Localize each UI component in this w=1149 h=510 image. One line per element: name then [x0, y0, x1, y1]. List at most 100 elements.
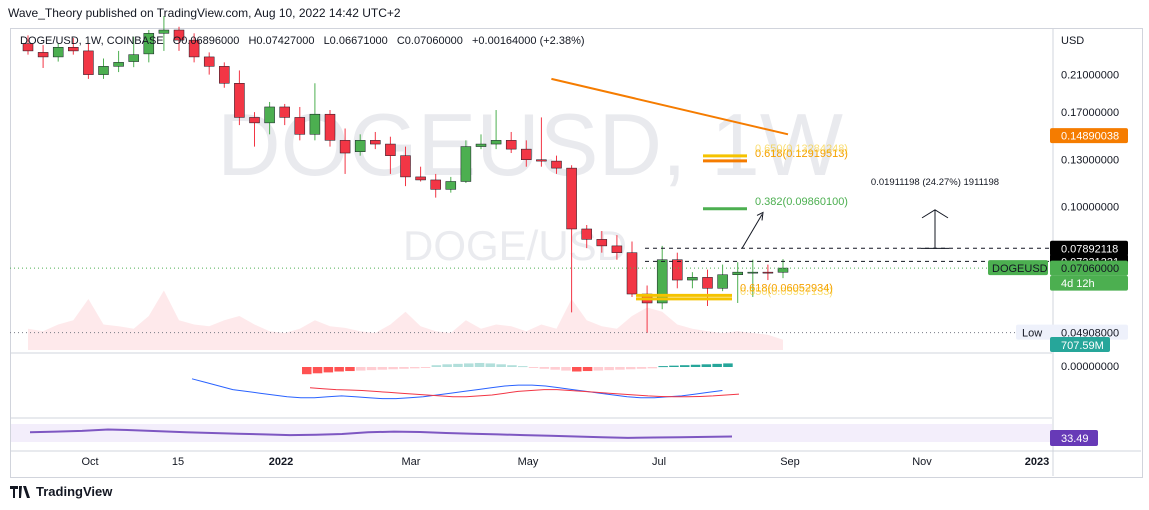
tradingview-logo-icon: [10, 485, 30, 498]
low-tag-value: 0.04908000: [1061, 328, 1119, 340]
candle-body: [672, 259, 683, 281]
candle-body: [203, 56, 215, 67]
brand-name: TradingView: [36, 484, 113, 499]
watermark-small: DOGE/USD: [403, 222, 627, 269]
macd-histogram-bar: [528, 367, 539, 368]
candle-body: [294, 117, 306, 135]
candle-body: [521, 148, 532, 160]
macd-histogram-bar: [658, 366, 668, 368]
macd-line: [191, 378, 723, 400]
symbol-tag: DOGEUSD: [992, 263, 1048, 275]
candle-body: [747, 271, 759, 274]
candle-body: [188, 39, 200, 58]
macd-histogram-bar: [690, 364, 701, 367]
candle-body: [566, 167, 577, 230]
candle-body: [687, 277, 698, 281]
candle-body: [777, 267, 789, 273]
candle-body: [445, 181, 457, 190]
candle-body: [762, 271, 774, 274]
macd-histogram-bar: [312, 367, 323, 374]
candle-body: [400, 155, 411, 178]
candle-body: [581, 228, 592, 240]
price-tag-bg: [1050, 240, 1128, 256]
rsi-tag-bg: [1050, 430, 1098, 446]
candle-body: [626, 252, 638, 295]
legend-open: O0.06896000: [172, 35, 240, 47]
ohlc-legend: DOGE/USD, 1W, COINBASE O0.06896000 H0.07…: [20, 35, 591, 47]
macd-histogram-bar: [507, 365, 517, 367]
macd-histogram-bar: [615, 367, 625, 370]
candle-body: [505, 140, 517, 150]
watermark-big: DOGEUSD, 1W: [217, 95, 843, 194]
price-tag-text: 0.07060000: [1061, 263, 1119, 275]
macd-histogram-bar: [345, 367, 355, 372]
candle-body: [173, 29, 185, 41]
chart-frame: [10, 28, 1143, 478]
candle-body: [354, 140, 366, 152]
macd-histogram-bar: [518, 366, 528, 368]
candle-body: [717, 274, 728, 289]
candle-body: [22, 43, 34, 52]
candle-body: [339, 140, 351, 154]
y-tick-label: 0.17000000: [1061, 107, 1119, 119]
macd-histogram-bar: [701, 364, 712, 367]
macd-histogram-bar: [431, 365, 442, 367]
macd-histogram-bar: [723, 363, 733, 367]
macd-histogram-bar: [636, 367, 647, 369]
price-tag-text: 0.14890038: [1061, 131, 1119, 143]
legend-high: H0.07427000: [248, 35, 315, 47]
macd-histogram-bar: [604, 367, 614, 371]
x-tick-label: Jul: [652, 456, 666, 468]
macd-histogram-bar: [356, 367, 366, 371]
legend-symbol: DOGE/USD, 1W, COINBASE: [20, 35, 164, 47]
macd-histogram-bar: [539, 367, 550, 369]
macd-histogram-bar: [388, 367, 398, 370]
y-tick-label: 0.10000000: [1061, 201, 1119, 213]
macd-histogram-bar: [420, 367, 431, 368]
candle-body: [596, 239, 608, 247]
fib-level-label: 0.650(0.05937133): [740, 286, 833, 298]
y-tick-label: 0.13000000: [1061, 155, 1119, 167]
macd-histogram-bar: [593, 367, 604, 371]
x-tick-label: Mar: [402, 456, 421, 468]
symbol-tag-bg: [988, 260, 1048, 276]
candle-body: [611, 245, 623, 253]
candle-body: [113, 62, 124, 67]
price-tag-bg: [1050, 260, 1128, 276]
fib-level-label: 0.382(0.09860100): [755, 196, 848, 208]
macd-histogram-bar: [572, 367, 582, 372]
legend-change: +0.00164000 (+2.38%): [471, 35, 585, 47]
volume-tag: 707.59M: [1061, 340, 1104, 352]
legend-low: L0.06671000: [323, 35, 388, 47]
fib-level-label: 0.618(0.12919513): [755, 148, 848, 160]
macd-histogram-bar: [366, 367, 377, 371]
candle-body: [128, 54, 139, 62]
macd-histogram-bar: [669, 365, 679, 367]
x-tick-label: Oct: [81, 456, 98, 468]
candle-body: [732, 271, 743, 275]
candle-body: [551, 160, 562, 169]
candle-body: [158, 29, 170, 34]
fib-level-label: 0.618(0.06052934): [740, 282, 833, 294]
low-tag-bg: [1016, 324, 1128, 340]
candle-body: [143, 33, 155, 55]
price-tag-bg: [1050, 275, 1128, 291]
x-tick-label: 2022: [269, 456, 293, 468]
candle-body: [460, 146, 472, 182]
tradingview-footer[interactable]: TradingView: [10, 484, 112, 499]
price-tag-text: 0.07892118: [1061, 243, 1118, 255]
x-tick-label: 2023: [1025, 456, 1049, 468]
candle-body: [234, 83, 245, 118]
macd-histogram-bar: [464, 363, 474, 367]
candle-body: [98, 66, 109, 75]
currency-label: USD: [1061, 35, 1084, 47]
macd-histogram-bar: [582, 367, 593, 372]
rsi-band: [11, 424, 1052, 442]
rsi-line: [29, 428, 733, 439]
signal-line: [309, 387, 740, 398]
x-tick-label: Nov: [912, 456, 932, 468]
candle-body: [536, 159, 547, 162]
candle-body: [656, 259, 668, 304]
candle-body: [415, 176, 426, 181]
